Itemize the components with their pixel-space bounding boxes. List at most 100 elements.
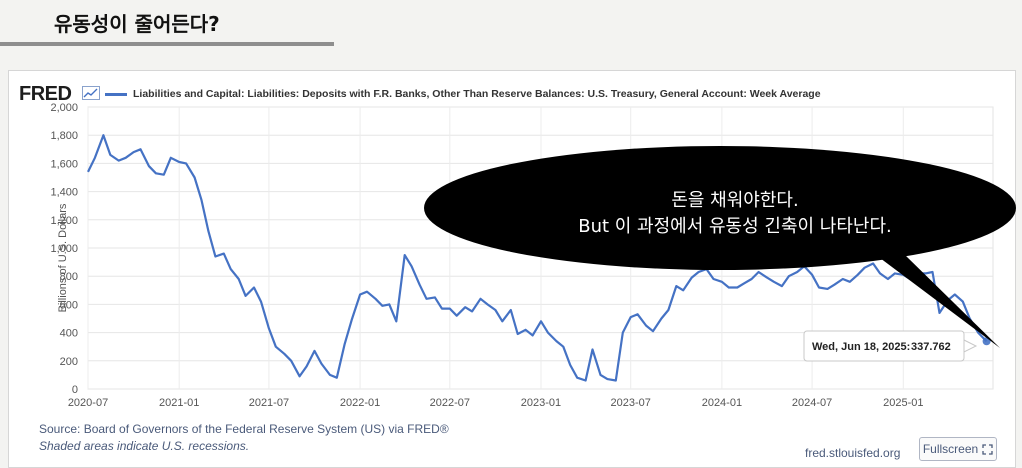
chart-legend: Liabilities and Capital: Liabilities: De… — [105, 88, 821, 100]
data-point — [200, 199, 202, 201]
data-point — [849, 281, 851, 283]
fred-chart-panel: FRED Liabilities and Capital: Liabilitie… — [8, 70, 1016, 468]
data-point — [615, 379, 617, 381]
data-point — [879, 272, 881, 274]
legend-series-label: Liabilities and Capital: Liabilities: De… — [133, 88, 821, 100]
data-point — [721, 281, 723, 283]
data-point — [374, 298, 376, 300]
data-point — [132, 151, 134, 153]
data-point — [298, 375, 300, 377]
data-point — [441, 307, 443, 309]
data-point — [351, 319, 353, 321]
fullscreen-button[interactable]: Fullscreen — [919, 437, 997, 461]
series-line — [87, 134, 988, 382]
x-tick-label: 2022-01 — [340, 397, 380, 409]
bubble-tail — [880, 255, 1000, 348]
data-point — [214, 255, 216, 257]
y-tick-label: 800 — [60, 271, 78, 283]
data-point — [344, 343, 346, 345]
data-point — [486, 303, 488, 305]
data-point — [872, 262, 874, 264]
data-point — [842, 278, 844, 280]
data-point — [109, 154, 111, 156]
data-point — [894, 272, 896, 274]
data-point — [388, 303, 390, 305]
data-point — [652, 330, 654, 332]
data-point — [118, 159, 120, 161]
x-tick-label: 2024-07 — [792, 397, 832, 409]
data-point — [781, 285, 783, 287]
data-point — [253, 286, 255, 288]
data-point — [712, 278, 714, 280]
legend-swatch — [105, 92, 127, 96]
data-point — [591, 348, 593, 350]
data-point — [667, 309, 669, 311]
data-point — [178, 161, 180, 163]
source-note: Source: Board of Governors of the Federa… — [39, 422, 449, 436]
data-point — [938, 312, 940, 314]
data-point — [494, 309, 496, 311]
data-point — [290, 360, 292, 362]
data-point — [599, 374, 601, 376]
data-point — [555, 340, 557, 342]
fred-url-link[interactable]: fred.stlouisfed.org — [805, 446, 901, 460]
data-point — [434, 296, 436, 298]
fullscreen-label: Fullscreen — [922, 442, 979, 456]
data-point — [456, 315, 458, 317]
y-tick-label: 600 — [60, 299, 78, 311]
data-point — [924, 272, 926, 274]
data-point — [268, 327, 270, 329]
data-point — [510, 309, 512, 311]
data-point — [329, 374, 331, 376]
data-point — [833, 284, 835, 286]
x-tick-label: 2021-01 — [159, 397, 199, 409]
x-tick-label: 2025-01 — [883, 397, 923, 409]
data-point — [449, 307, 451, 309]
data-point — [576, 377, 578, 379]
data-point — [404, 254, 406, 256]
data-point — [660, 317, 662, 319]
data-point — [569, 364, 571, 366]
data-point — [562, 346, 564, 348]
data-point — [170, 157, 172, 159]
data-point — [94, 157, 96, 159]
data-point — [395, 320, 397, 322]
data-point — [223, 252, 225, 254]
data-point — [811, 274, 813, 276]
data-point — [863, 267, 865, 269]
data-point — [193, 176, 195, 178]
data-point — [606, 378, 608, 380]
data-point — [185, 162, 187, 164]
x-tick-label: 2023-07 — [611, 397, 651, 409]
title-underline — [0, 42, 334, 46]
fred-logo: FRED — [19, 83, 72, 105]
x-tick-label: 2023-01 — [521, 397, 561, 409]
data-point — [743, 282, 745, 284]
data-point — [788, 275, 790, 277]
x-tick-label: 2022-07 — [430, 397, 470, 409]
y-tick-label: 2,000 — [50, 102, 78, 114]
data-point — [675, 285, 677, 287]
data-point — [148, 165, 150, 167]
data-point — [796, 271, 798, 273]
data-point — [857, 274, 859, 276]
recession-note: Shaded areas indicate U.S. recessions. — [39, 439, 250, 453]
data-point — [381, 305, 383, 307]
y-tick-label: 0 — [72, 384, 78, 396]
data-point — [757, 271, 759, 273]
data-point — [501, 320, 503, 322]
data-point — [471, 310, 473, 312]
data-point — [584, 379, 586, 381]
data-point — [238, 278, 240, 280]
data-point — [697, 271, 699, 273]
x-axis-ticks: 2020-07 2021-01 2021-07 2022-01 2022-07 2023-… — [68, 397, 924, 409]
data-point — [275, 346, 277, 348]
data-point — [773, 281, 775, 283]
data-point — [750, 278, 752, 280]
data-point — [230, 268, 232, 270]
data-point — [283, 353, 285, 355]
data-point — [336, 377, 338, 379]
data-point — [260, 300, 262, 302]
data-point — [728, 286, 730, 288]
